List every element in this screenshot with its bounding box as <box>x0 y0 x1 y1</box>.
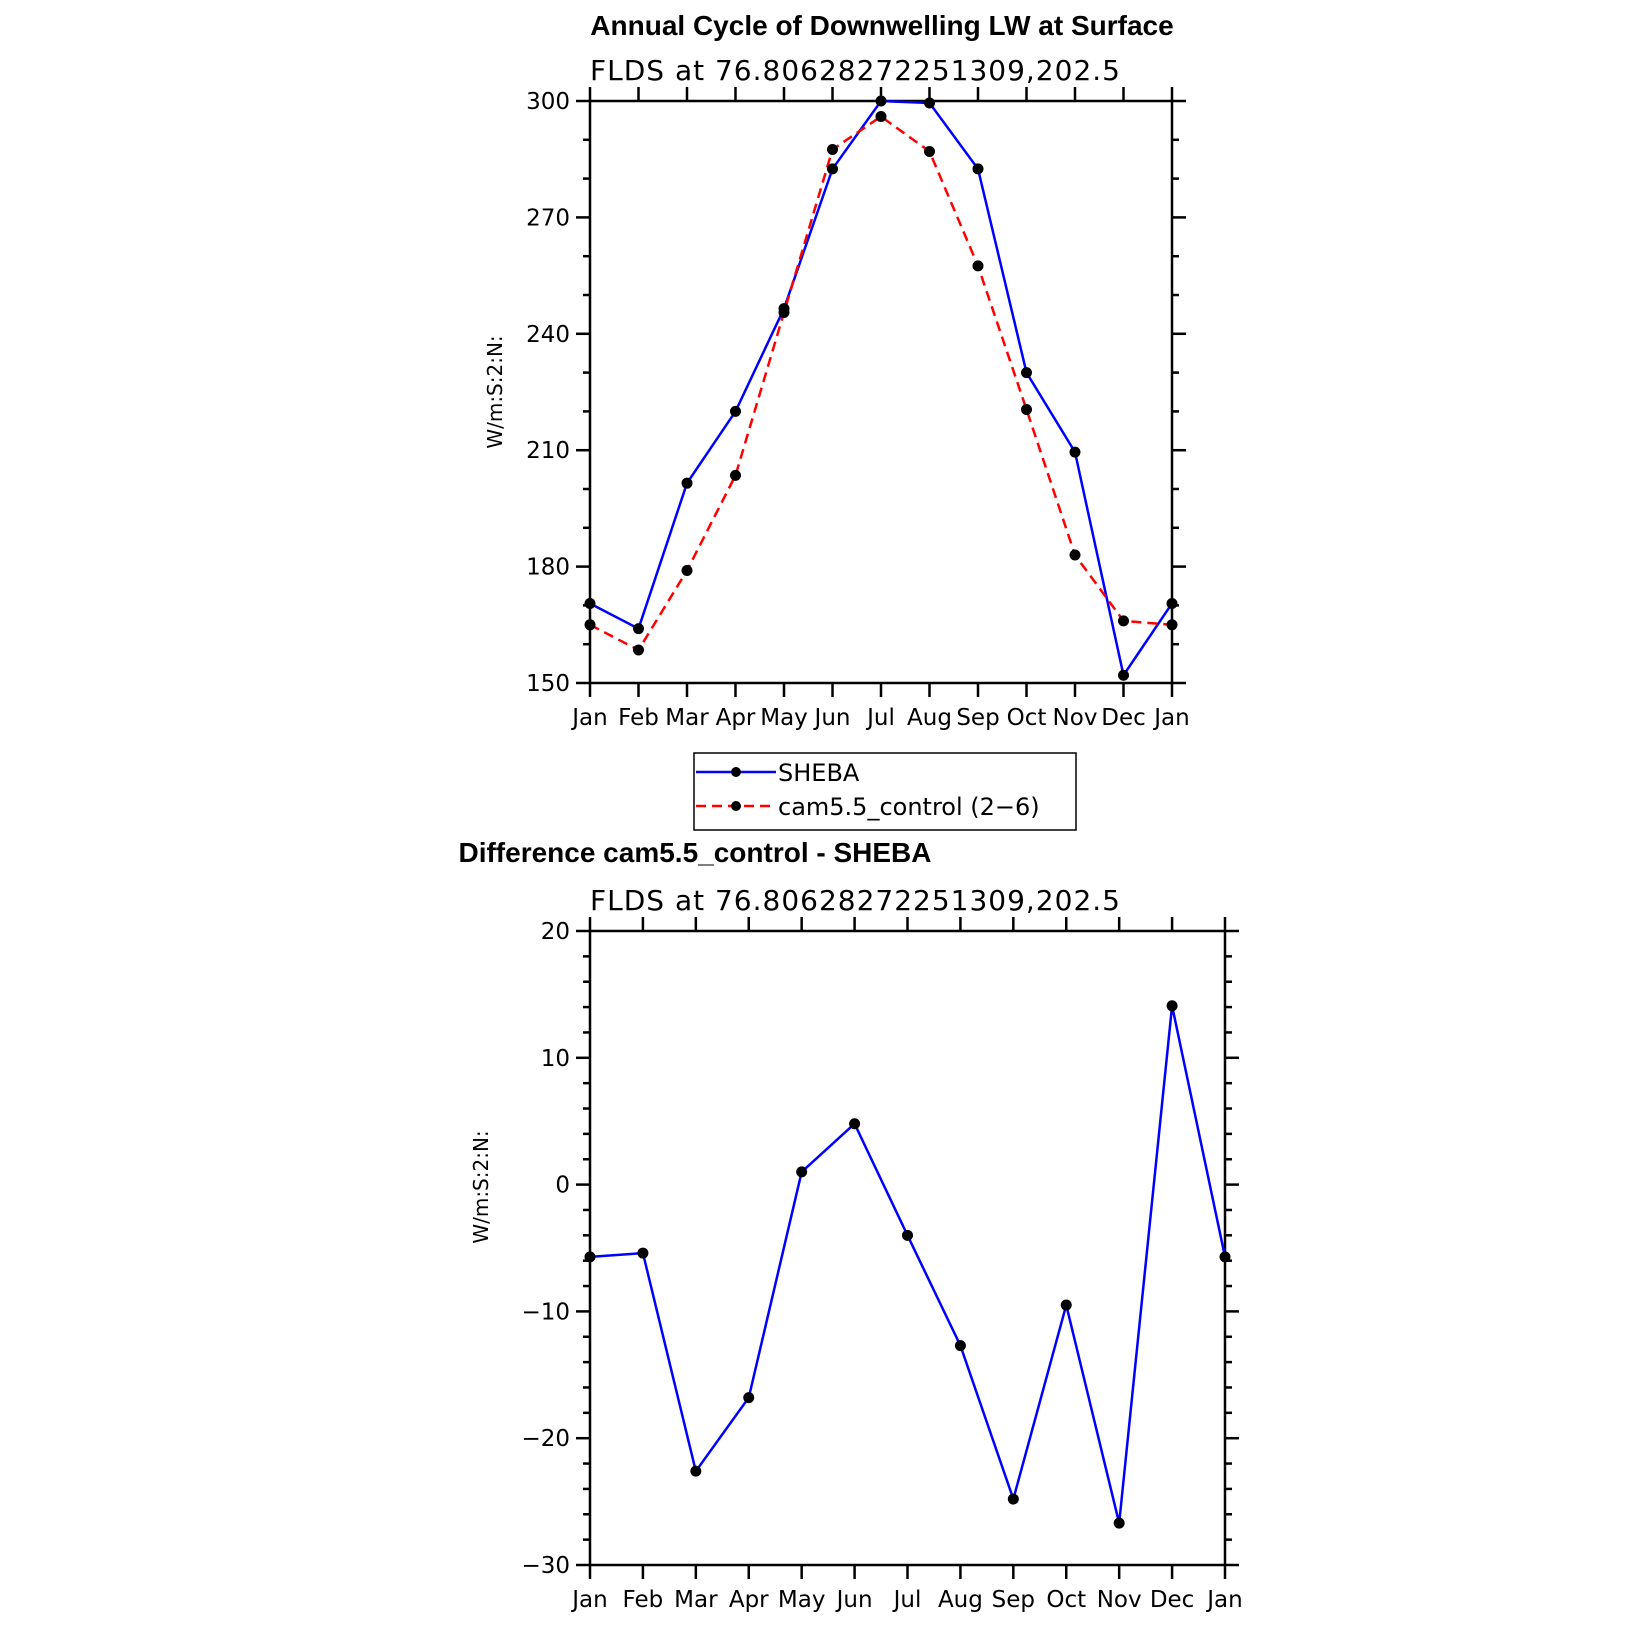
series-line-0 <box>589 99 1174 679</box>
legend-label-cam: cam5.5_control (2−6) <box>778 793 1040 821</box>
data-point-1 <box>972 260 984 272</box>
legend-marker-cam <box>731 801 741 811</box>
x-tick-label: Jan <box>570 705 607 731</box>
x-tick-label: Apr <box>716 705 756 731</box>
chart-subtitle: FLDS at 76.80628272251309,202.5 <box>590 54 1121 87</box>
data-point-0 <box>972 163 984 175</box>
x-tick-label: Dec <box>1150 1587 1195 1613</box>
x-tick-label: Jul <box>865 705 895 731</box>
data-point-0 <box>1007 1493 1019 1505</box>
y-tick-label: 150 <box>526 671 570 697</box>
x-tick-label: Mar <box>665 705 709 731</box>
data-point-0 <box>849 1118 861 1130</box>
y-tick-label: −20 <box>521 1426 570 1452</box>
y-axis-label: W/m:S:2:N: <box>469 1130 493 1243</box>
data-point-1 <box>1069 549 1081 561</box>
data-point-0 <box>1166 597 1178 609</box>
data-point-0 <box>730 405 741 417</box>
x-tick-label: Nov <box>1097 1587 1142 1613</box>
x-tick-label: Sep <box>992 1587 1035 1613</box>
data-point-1 <box>633 644 644 656</box>
legend-marker-sheba <box>731 767 741 777</box>
data-point-1 <box>827 144 838 155</box>
difference-chart: Difference cam5.5_control - SHEBA FLDS a… <box>458 837 1242 1613</box>
x-tick-label: Aug <box>938 1587 983 1613</box>
data-point-0 <box>1060 1299 1072 1311</box>
y-axis-label: W/m:S:2:N: <box>483 335 507 448</box>
x-tick-label: Jan <box>1205 1587 1242 1613</box>
legend: SHEBA cam5.5_control (2−6) <box>693 752 1077 831</box>
y-tick-label: 10 <box>541 1046 570 1072</box>
x-tick-label: Aug <box>907 705 952 731</box>
legend-label-sheba: SHEBA <box>778 759 860 787</box>
data-point-0 <box>1021 367 1032 379</box>
data-point-1 <box>924 145 935 157</box>
y-tick-label: 240 <box>526 322 570 348</box>
data-point-0 <box>681 477 693 489</box>
x-tick-label: Dec <box>1101 705 1146 731</box>
y-tick-label: −30 <box>521 1553 570 1579</box>
chart-title: Difference cam5.5_control - SHEBA <box>458 837 931 868</box>
y-tick-label: 270 <box>526 205 570 231</box>
data-point-1 <box>1166 619 1178 631</box>
data-point-0 <box>1113 1517 1125 1529</box>
x-tick-label: Mar <box>674 1587 718 1613</box>
annual-cycle-chart: Annual Cycle of Downwelling LW at Surfac… <box>483 10 1190 731</box>
x-tick-label: Sep <box>956 705 999 731</box>
x-tick-label: May <box>760 705 808 731</box>
data-point-0 <box>796 1166 808 1178</box>
legend-box <box>693 752 1077 831</box>
data-point-0 <box>1118 669 1129 681</box>
data-point-1 <box>1021 403 1032 415</box>
data-point-1 <box>875 111 887 123</box>
data-point-0 <box>584 597 596 609</box>
plot-frame <box>588 929 1227 1567</box>
x-tick-label: Jun <box>813 705 851 731</box>
y-tick-label: 0 <box>555 1173 570 1199</box>
x-tick-label: Feb <box>623 1587 664 1613</box>
y-tick-label: 20 <box>541 919 570 945</box>
data-point-0 <box>924 97 935 109</box>
data-point-0 <box>1166 1000 1178 1012</box>
data-point-0 <box>743 1392 755 1404</box>
data-point-0 <box>633 623 644 635</box>
x-tick-label: Oct <box>1046 1587 1086 1613</box>
x-tick-label: Oct <box>1007 705 1047 731</box>
x-tick-label: Jul <box>892 1587 922 1613</box>
data-point-1 <box>778 306 790 318</box>
plot-frame <box>588 99 1174 685</box>
data-point-0 <box>1069 446 1081 458</box>
chart-title: Annual Cycle of Downwelling LW at Surfac… <box>590 10 1173 41</box>
data-point-1 <box>584 619 596 631</box>
data-point-0 <box>690 1465 702 1477</box>
y-tick-label: 300 <box>526 89 570 115</box>
x-tick-label: Apr <box>729 1587 769 1613</box>
data-point-0 <box>827 163 838 175</box>
y-tick-label: 180 <box>526 555 570 581</box>
data-point-0 <box>954 1340 966 1352</box>
x-tick-label: May <box>778 1587 826 1613</box>
y-tick-label: −10 <box>521 1299 570 1325</box>
x-tick-label: Jun <box>835 1587 873 1613</box>
y-tick-label: 210 <box>526 438 570 464</box>
x-tick-label: Nov <box>1053 705 1098 731</box>
series-line-1 <box>589 114 1173 652</box>
data-point-1 <box>1118 615 1129 627</box>
series-line-0 <box>589 1005 1227 1524</box>
data-point-0 <box>902 1229 913 1241</box>
x-tick-label: Jan <box>570 1587 607 1613</box>
data-point-1 <box>681 564 693 576</box>
data-point-0 <box>637 1247 649 1259</box>
chart-subtitle: FLDS at 76.80628272251309,202.5 <box>590 884 1121 917</box>
x-tick-label: Jan <box>1152 705 1189 731</box>
data-point-1 <box>730 469 741 481</box>
x-tick-label: Feb <box>618 705 659 731</box>
